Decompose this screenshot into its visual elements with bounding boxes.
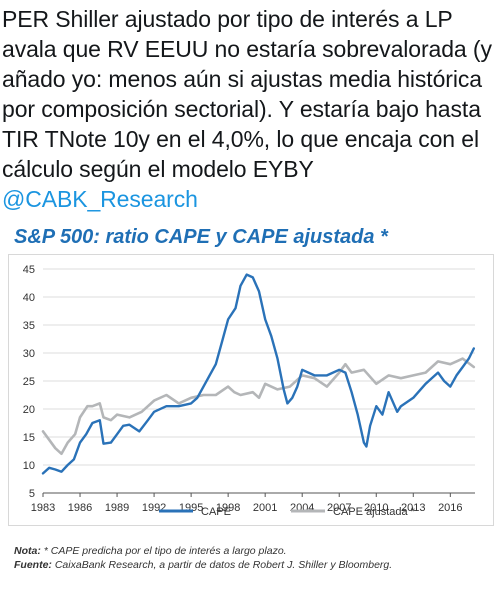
x-tick-label: 1983 bbox=[31, 502, 55, 514]
y-tick-label: 35 bbox=[23, 320, 35, 332]
source-line: Fuente: CaixaBank Research, a partir de … bbox=[14, 559, 393, 571]
note-line: Nota: * CAPE predicha por el tipo de int… bbox=[14, 545, 287, 557]
chart-notes: Nota: * CAPE predicha por el tipo de int… bbox=[14, 544, 494, 572]
series-line-cape-ajustada bbox=[41, 357, 476, 456]
tweet-text: PER Shiller ajustado por tipo de interés… bbox=[2, 4, 496, 214]
y-tick-label: 15 bbox=[23, 432, 35, 444]
x-tick-label: 2013 bbox=[401, 502, 425, 514]
mention-link[interactable]: @CABK_Research bbox=[2, 186, 198, 212]
y-tick-label: 5 bbox=[29, 488, 35, 500]
legend-label: CAPE ajustada * bbox=[333, 506, 416, 518]
x-tick-label: 2007 bbox=[327, 502, 351, 514]
chart-panel: 5 10 15 20 25 30 35 40 45 1983 1986 1989 1992 1995 199… bbox=[8, 254, 494, 526]
x-tick-label: 1989 bbox=[105, 502, 129, 514]
series-line-cape bbox=[41, 273, 475, 475]
x-tick-label: 2016 bbox=[438, 502, 462, 514]
legend-label: CAPE bbox=[201, 506, 231, 518]
x-tick-label: 2001 bbox=[253, 502, 277, 514]
chart-title: S&P 500: ratio CAPE y CAPE ajustada * bbox=[14, 226, 388, 248]
y-tick-label: 20 bbox=[23, 404, 35, 416]
y-tick-label: 45 bbox=[23, 264, 35, 276]
y-tick-label: 30 bbox=[23, 348, 35, 360]
x-tick-label: 2010 bbox=[364, 502, 388, 514]
tweet-body: PER Shiller ajustado por tipo de interés… bbox=[2, 6, 492, 182]
x-tick-label: 1986 bbox=[68, 502, 92, 514]
chart-card: S&P 500: ratio CAPE y CAPE ajustada * 5 1… bbox=[0, 212, 500, 592]
y-tick-label: 10 bbox=[23, 460, 35, 472]
y-tick-label: 40 bbox=[23, 292, 35, 304]
x-tick-label: 1998 bbox=[216, 502, 240, 514]
y-tick-label: 25 bbox=[23, 376, 35, 388]
